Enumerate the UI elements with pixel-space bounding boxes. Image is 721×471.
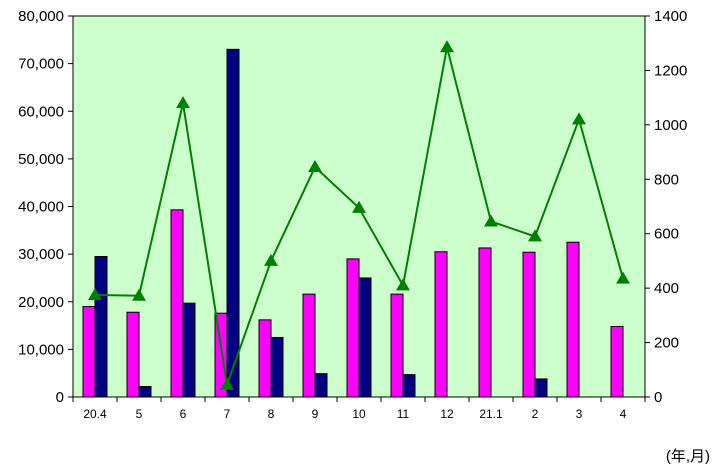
right-tick-label: 1000 bbox=[654, 117, 687, 134]
bar-series-1 bbox=[346, 258, 360, 398]
line-point bbox=[132, 288, 146, 301]
bar-series-1 bbox=[522, 251, 536, 398]
bar-series-1 bbox=[434, 251, 448, 398]
line-point bbox=[264, 253, 278, 266]
right-tick-label: 800 bbox=[654, 171, 679, 188]
right-tick-label: 1200 bbox=[654, 62, 687, 79]
x-unit-label: (年,月) bbox=[666, 448, 710, 465]
line-point bbox=[88, 287, 102, 300]
bar-series-2 bbox=[402, 374, 416, 398]
line-point bbox=[352, 200, 366, 213]
line-point bbox=[528, 229, 542, 242]
x-tick-label: 20.4 bbox=[83, 407, 107, 421]
left-tick-label: 0 bbox=[56, 389, 64, 406]
bar-series-1 bbox=[610, 326, 624, 398]
bar-series-1 bbox=[390, 293, 404, 398]
left-tick-label: 20,000 bbox=[18, 294, 64, 311]
right-tick-label: 0 bbox=[654, 389, 662, 406]
x-tick-label: 5 bbox=[136, 407, 143, 421]
bar-series-2 bbox=[138, 386, 152, 398]
x-tick-label: 12 bbox=[440, 407, 454, 421]
bar-series-2 bbox=[94, 256, 108, 398]
right-tick-label: 1400 bbox=[654, 8, 687, 25]
x-tick-label: 21.1 bbox=[479, 407, 503, 421]
line-point bbox=[220, 377, 234, 390]
bar-series-2 bbox=[182, 302, 196, 398]
left-tick-label: 10,000 bbox=[18, 341, 64, 358]
line-point bbox=[308, 160, 322, 173]
line-point bbox=[176, 96, 190, 109]
line-point bbox=[440, 40, 454, 53]
bar-series-1 bbox=[258, 319, 272, 398]
left-tick-label: 70,000 bbox=[18, 56, 64, 73]
line-point bbox=[572, 112, 586, 125]
bar-series-1 bbox=[478, 247, 492, 398]
x-tick-label: 9 bbox=[312, 407, 319, 421]
x-tick-label: 8 bbox=[268, 407, 275, 421]
bar-series-1 bbox=[566, 241, 580, 398]
left-axis: 0 10,000 20,000 30,000 40,000 50,000 60,000 70,… bbox=[18, 8, 73, 406]
bar-layer bbox=[82, 48, 624, 398]
x-tick-label: 11 bbox=[397, 407, 410, 421]
x-tick-label: 7 bbox=[224, 407, 231, 421]
left-tick-label: 80,000 bbox=[18, 8, 64, 25]
x-axis: 20.4 5 6 7 8 9 10 11 12 21.1 2 3 4 bbox=[72, 397, 646, 421]
bar-series-1 bbox=[126, 311, 140, 398]
bar-series-2 bbox=[314, 373, 328, 398]
bar-series-2 bbox=[534, 378, 548, 398]
line-layer bbox=[88, 40, 630, 390]
line-point bbox=[616, 271, 630, 284]
bar-series-1 bbox=[170, 209, 184, 398]
x-tick-label: 6 bbox=[180, 407, 187, 421]
x-tick-label: 4 bbox=[620, 407, 627, 421]
line-point bbox=[396, 278, 410, 291]
left-tick-label: 50,000 bbox=[18, 151, 64, 168]
left-tick-label: 40,000 bbox=[18, 199, 64, 216]
x-tick-label: 2 bbox=[532, 407, 539, 421]
bar-series-2 bbox=[226, 48, 240, 398]
right-tick-label: 400 bbox=[654, 280, 679, 297]
bar-series-2 bbox=[270, 336, 284, 398]
bar-series-1 bbox=[302, 293, 316, 398]
bar-series-1 bbox=[82, 306, 96, 398]
right-axis: 0 200 400 600 800 1000 1200 1400 bbox=[645, 8, 687, 406]
bar-series-2 bbox=[358, 277, 372, 398]
line-point bbox=[484, 214, 498, 227]
x-tick-label: 10 bbox=[352, 407, 366, 421]
x-tick-label: 3 bbox=[576, 407, 583, 421]
left-tick-label: 60,000 bbox=[18, 103, 64, 120]
right-tick-label: 600 bbox=[654, 226, 679, 243]
right-tick-label: 200 bbox=[654, 335, 679, 352]
left-tick-label: 30,000 bbox=[18, 246, 64, 263]
